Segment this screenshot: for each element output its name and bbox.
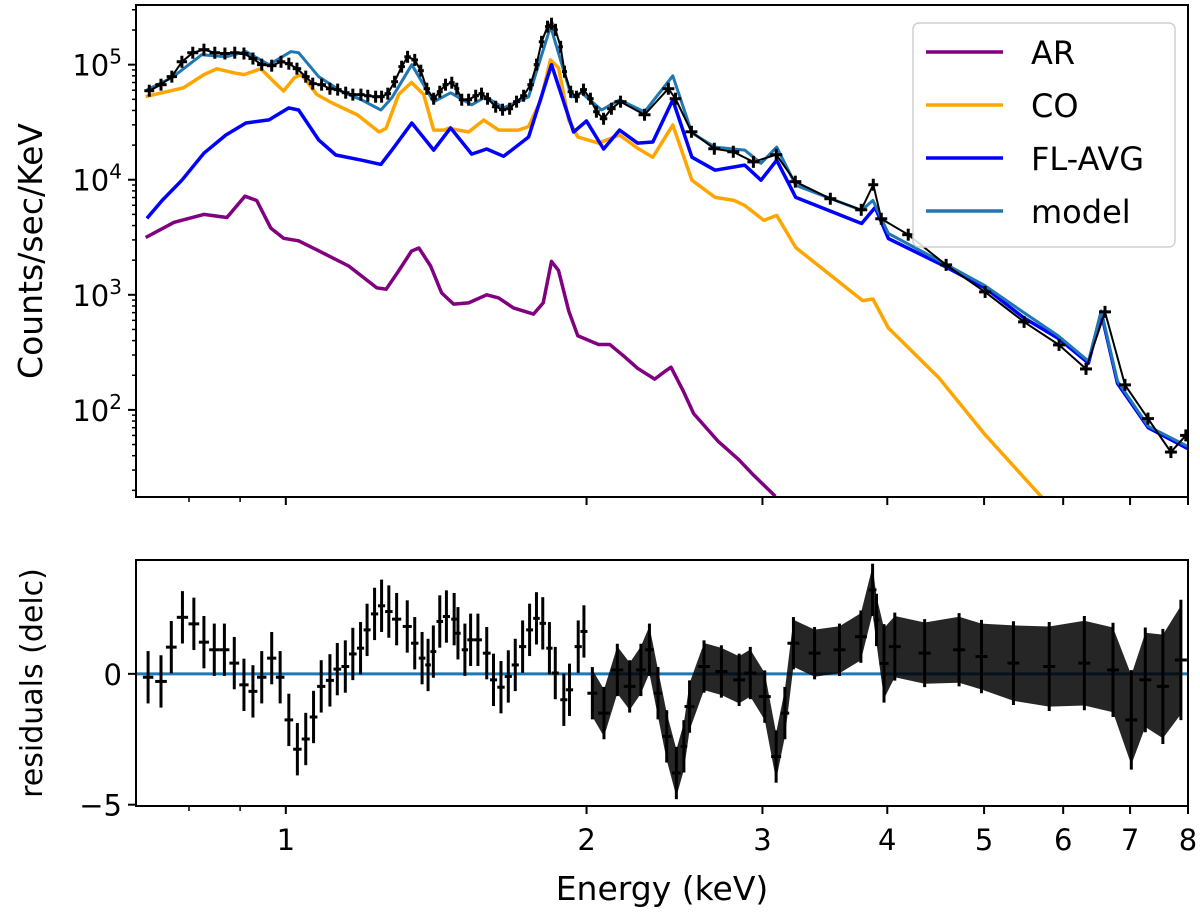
x-tick-label: 5 <box>975 823 993 857</box>
y-tick-label: 105 <box>72 45 122 83</box>
residual-point <box>142 651 154 704</box>
spectrum-axes-frame <box>135 4 1189 498</box>
residual-point <box>267 631 277 685</box>
residual-point <box>309 690 318 744</box>
residual-y-tick-label: 0 <box>104 658 122 692</box>
y-tick-label: 104 <box>72 160 122 198</box>
residual-point <box>284 693 294 747</box>
data-trace <box>148 22 1187 454</box>
legend-label-fl-avg: FL-AVG <box>1031 140 1144 178</box>
residuals-axes-frame <box>135 559 1189 807</box>
residual-point <box>473 613 482 666</box>
residual-point <box>504 650 512 703</box>
residual-point <box>385 585 393 638</box>
data-point <box>1180 429 1188 442</box>
residual-point <box>560 673 568 726</box>
residual-point <box>451 592 458 646</box>
residual-point <box>497 661 505 714</box>
residual-point <box>511 638 519 692</box>
residual-point <box>257 651 267 704</box>
residual-point <box>165 620 177 674</box>
series-line-co <box>145 58 1045 497</box>
residual-point <box>565 663 574 716</box>
residual-point <box>392 592 402 646</box>
legend: AR CO FL-AVG model <box>912 22 1176 248</box>
residual-point <box>363 603 371 657</box>
residual-point <box>188 597 200 651</box>
residual-point <box>301 712 310 766</box>
residual-point <box>482 626 491 680</box>
x-tick-label: 6 <box>1054 823 1072 857</box>
residual-point <box>248 665 258 718</box>
residual-point <box>551 646 559 700</box>
x-axis-label: Energy (keV) <box>556 869 769 908</box>
residual-point <box>349 627 357 681</box>
residual-point <box>461 623 469 676</box>
data-point <box>144 84 155 97</box>
legend-label-co: CO <box>1031 87 1079 125</box>
residual-point <box>411 617 419 670</box>
residual-y-tick-label: −5 <box>79 789 122 823</box>
residual-point <box>533 592 540 645</box>
residual-point <box>546 622 553 675</box>
residual-point <box>198 616 210 669</box>
residuals-y-axis-label: residuals (delc) <box>15 568 50 798</box>
residual-point <box>293 723 302 776</box>
x-tick-label: 3 <box>753 823 771 857</box>
residual-point <box>155 655 167 708</box>
residual-point <box>325 654 334 707</box>
residual-point <box>580 605 588 658</box>
residuals-plot-area <box>136 563 1188 800</box>
residual-point <box>209 623 220 676</box>
residual-point <box>333 642 342 696</box>
residual-point <box>275 651 285 704</box>
residual-point <box>489 653 498 707</box>
x-tick-label: 2 <box>577 823 595 857</box>
residual-point <box>436 595 444 648</box>
residual-point <box>402 600 412 653</box>
residual-dense-band <box>592 566 1181 797</box>
spectrum-ticks: 105 104 103 102 <box>72 9 1189 505</box>
spectrum-plot-area <box>144 17 1188 497</box>
residual-point <box>442 590 451 643</box>
legend-label-model: model <box>1031 193 1131 231</box>
legend-label-ar: AR <box>1031 34 1075 72</box>
residual-point <box>370 587 379 641</box>
series-line-ar <box>144 194 777 497</box>
x-tick-label: 1 <box>277 823 295 857</box>
spectrum-y-axis-label: Counts/sec/KeV <box>11 123 50 379</box>
x-tick-label: 7 <box>1121 823 1139 857</box>
residual-point <box>539 597 546 650</box>
residual-point <box>455 607 461 660</box>
residual-point <box>574 620 582 673</box>
residual-point <box>526 603 534 657</box>
x-tick-label: 8 <box>1179 823 1197 857</box>
x-tick-label: 4 <box>878 823 896 857</box>
residual-point <box>229 636 240 690</box>
residual-point <box>219 623 230 676</box>
y-tick-label: 103 <box>72 275 122 313</box>
residual-point <box>418 631 426 685</box>
residual-point <box>239 658 249 712</box>
residual-point <box>467 613 474 666</box>
residual-point <box>378 579 386 632</box>
residuals-ticks: 1 2 3 4 5 6 7 8 0 −5 <box>79 658 1197 857</box>
residual-point <box>519 620 527 673</box>
residual-point <box>356 622 365 675</box>
y-tick-label: 102 <box>72 390 122 428</box>
residual-point <box>317 660 326 713</box>
residual-point <box>341 640 350 693</box>
residual-point <box>425 638 431 692</box>
residual-point <box>430 625 437 678</box>
residual-point <box>176 591 189 644</box>
